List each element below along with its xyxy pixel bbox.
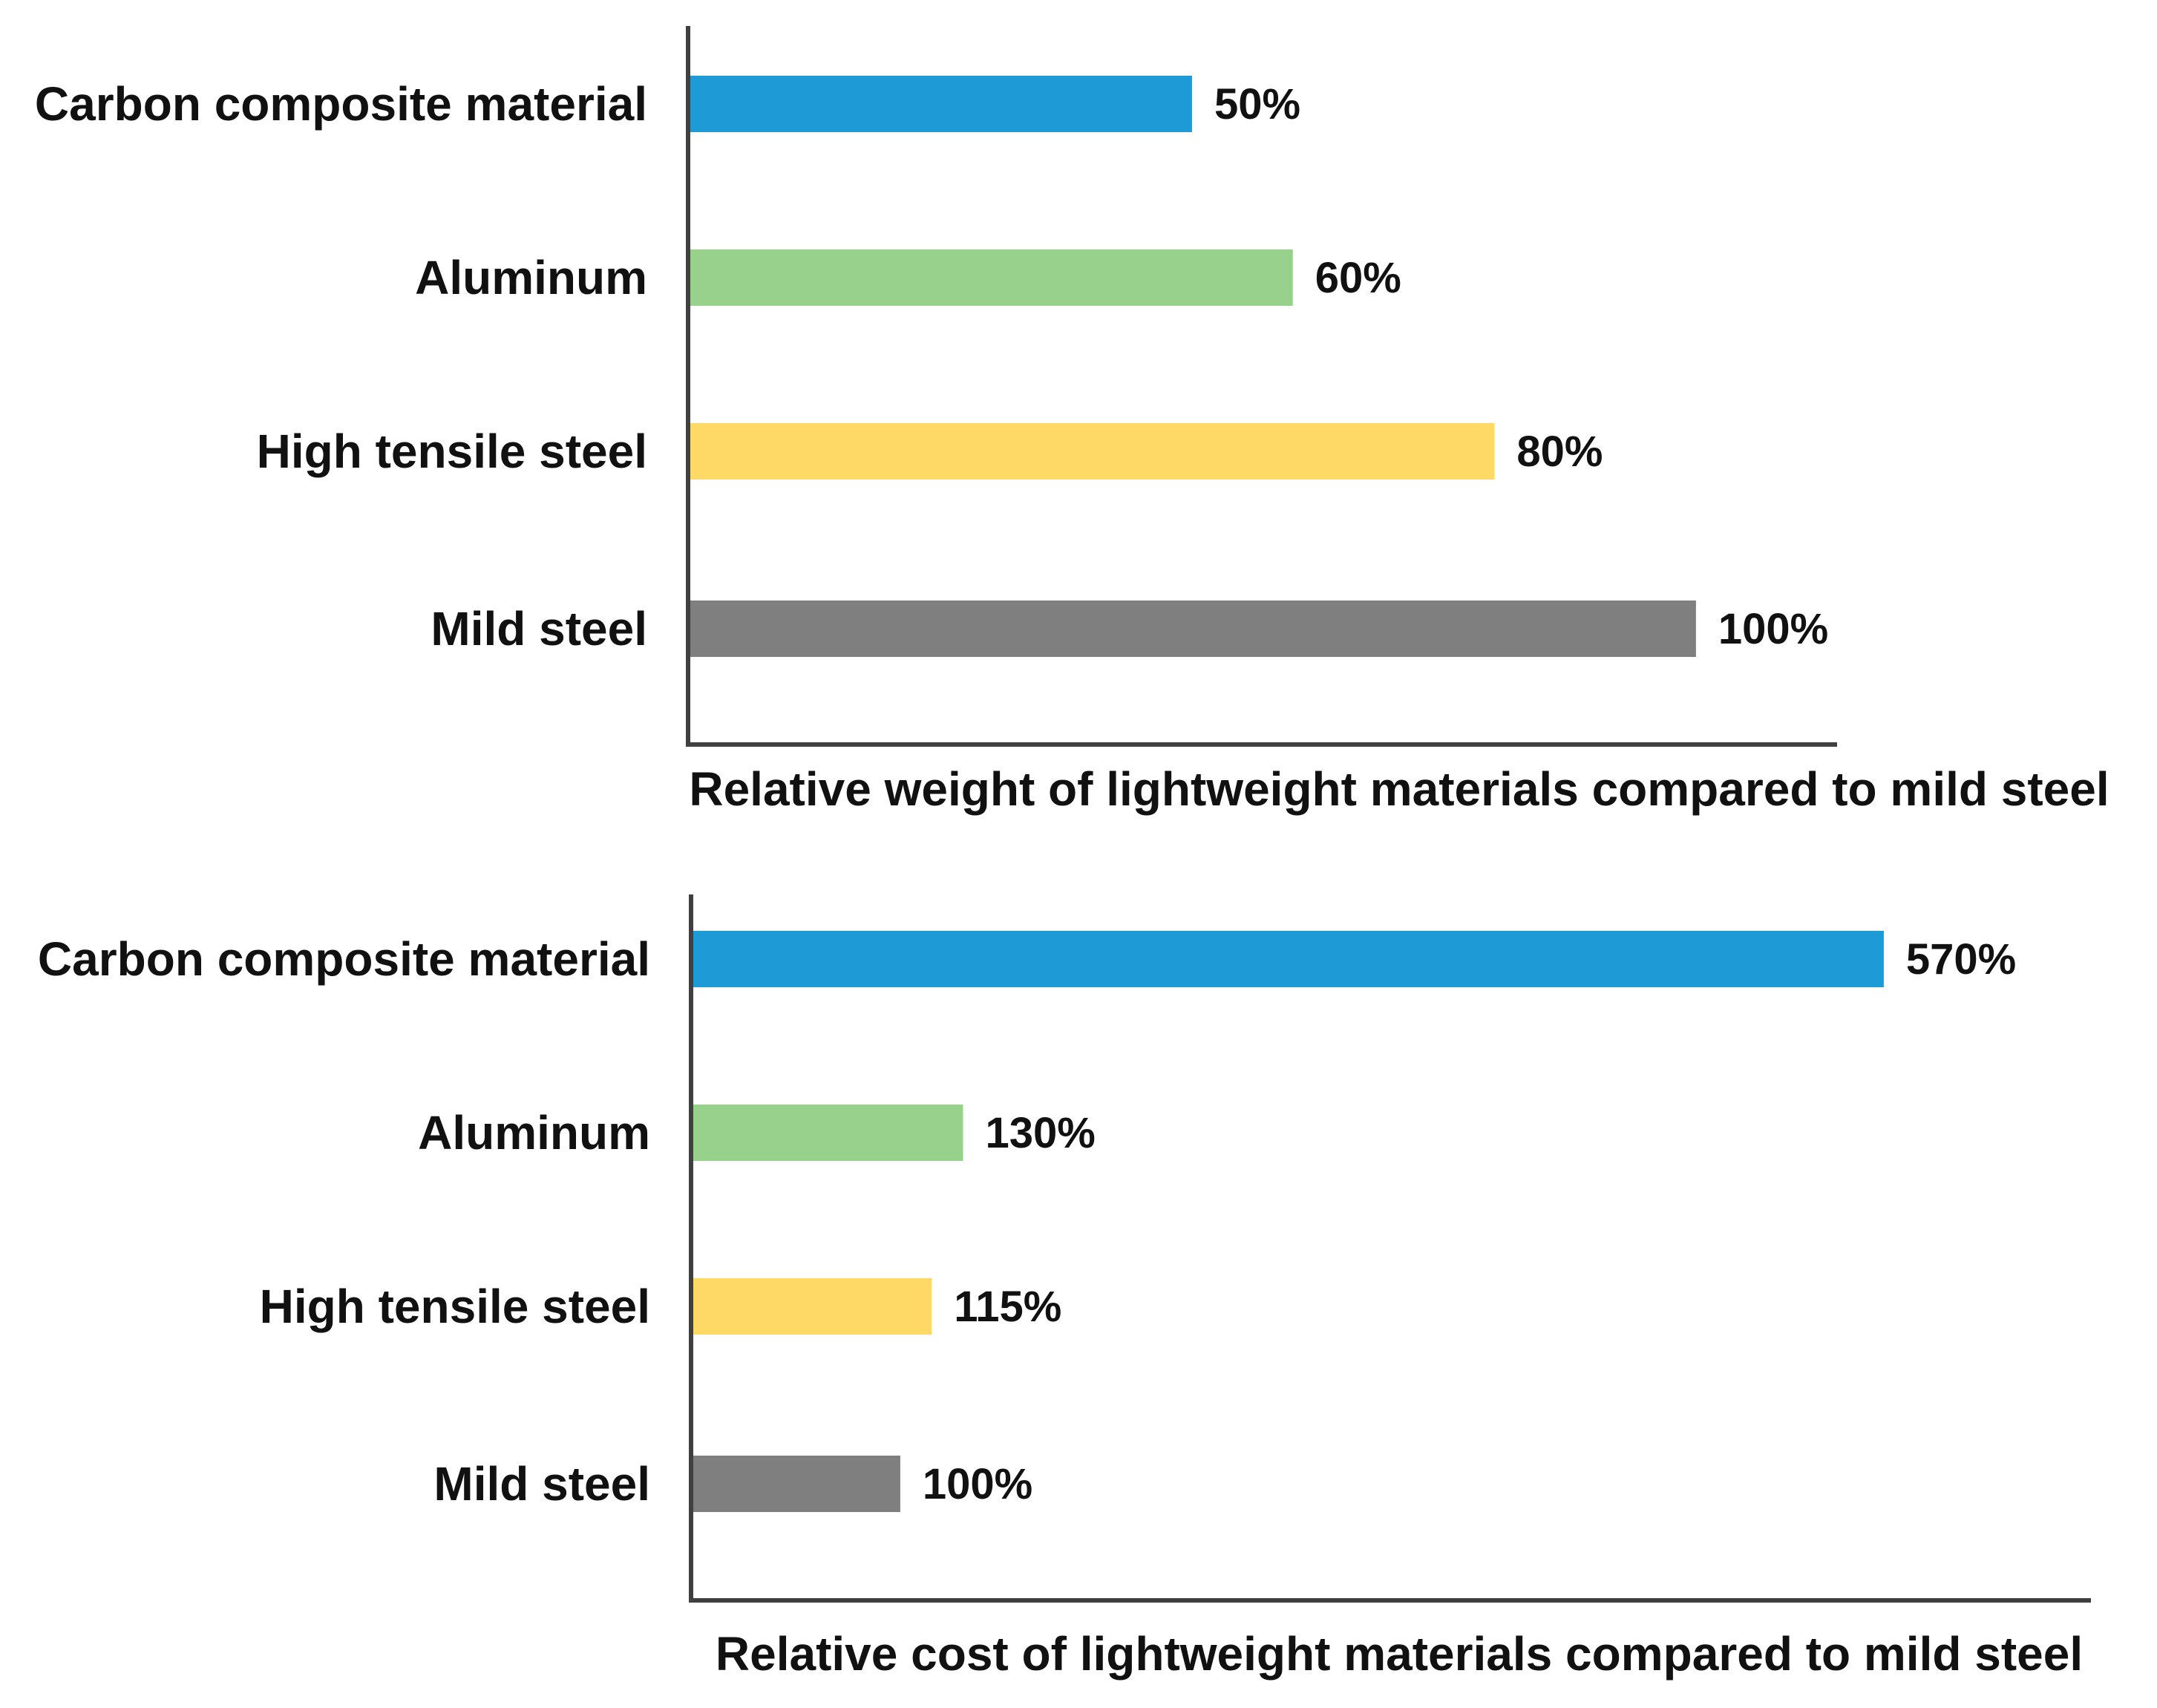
bar-high-tensile-steel — [691, 1278, 932, 1335]
bar-aluminum — [688, 249, 1293, 306]
category-label-high-tensile-steel: High tensile steel — [257, 425, 647, 478]
data-label-mild-steel: 100% — [1718, 605, 1828, 653]
data-label-high-tensile-steel: 115% — [954, 1283, 1061, 1331]
data-label-aluminum: 60% — [1315, 254, 1401, 302]
data-label-mild-steel: 100% — [923, 1460, 1032, 1508]
bar-high-tensile-steel — [688, 423, 1495, 480]
chart-panel-2: Carbon composite material 570% Aluminum 130… — [38, 894, 2091, 1681]
chart-title: Relative cost of lightweight materials c… — [716, 1627, 2083, 1681]
chart-panel-1: Carbon composite material 50% Aluminum 60% H… — [35, 26, 2109, 816]
category-label-aluminum: Aluminum — [415, 251, 647, 304]
category-label-mild-steel: Mild steel — [431, 602, 647, 655]
bar-carbon-composite-material — [688, 76, 1192, 132]
data-label-carbon-composite-material: 50% — [1214, 80, 1300, 128]
category-label-carbon-composite-material: Carbon composite material — [35, 77, 647, 131]
category-label-mild-steel: Mild steel — [433, 1457, 650, 1511]
data-label-carbon-composite-material: 570% — [1906, 935, 2016, 984]
bar-mild-steel — [688, 601, 1696, 657]
chart-title: Relative weight of lightweight materials… — [689, 762, 2109, 816]
bar-aluminum — [691, 1105, 963, 1161]
bar-carbon-composite-material — [691, 931, 1884, 987]
bar-mild-steel — [691, 1456, 900, 1512]
data-label-aluminum: 130% — [985, 1109, 1095, 1157]
category-label-aluminum: Aluminum — [418, 1106, 650, 1159]
category-label-carbon-composite-material: Carbon composite material — [38, 932, 650, 986]
data-label-high-tensile-steel: 80% — [1516, 428, 1603, 476]
category-label-high-tensile-steel: High tensile steel — [260, 1280, 650, 1333]
